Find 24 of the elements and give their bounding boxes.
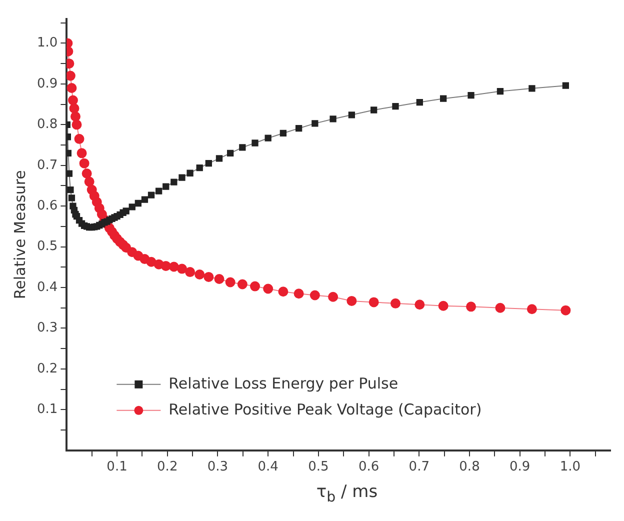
x-tick-label: 0.8 (459, 460, 480, 475)
y-tick-label: 0.6 (36, 198, 58, 214)
x-tick-label: 0.2 (157, 460, 178, 475)
x-tick-label: 0.5 (308, 460, 329, 475)
y-tick-label: 0.5 (36, 239, 58, 254)
y-tick-label: 0.3 (36, 320, 58, 336)
y-tick-label: 0.7 (36, 158, 58, 173)
legend-label: Relative Positive Peak Voltage (Capacitor) (168, 400, 482, 418)
y-axis-title: Relative Measure (10, 170, 29, 300)
x-tick-label: 0.4 (258, 460, 278, 475)
x-tick-label: 0.3 (207, 460, 228, 475)
y-tick-label: 0.8 (36, 117, 58, 132)
x-axis-title: τ$_{b}$ / ms (315, 482, 379, 506)
y-tick-label: 0.4 (36, 280, 58, 295)
x-tick-label: 0.6 (358, 460, 380, 475)
y-tick-label: 1.0 (36, 36, 58, 51)
x-tick-label: 0.9 (510, 460, 530, 475)
x-tick-label: 1.0 (560, 460, 581, 475)
y-tick-label: 0.9 (36, 76, 58, 92)
y-tick-label: 0.2 (36, 361, 58, 376)
y-tick-label: 0.1 (36, 402, 58, 418)
x-tick-label: 0.7 (408, 460, 430, 475)
legend-label: Relative Loss Energy per Pulse (168, 374, 398, 392)
x-tick-label: 0.1 (106, 460, 128, 475)
